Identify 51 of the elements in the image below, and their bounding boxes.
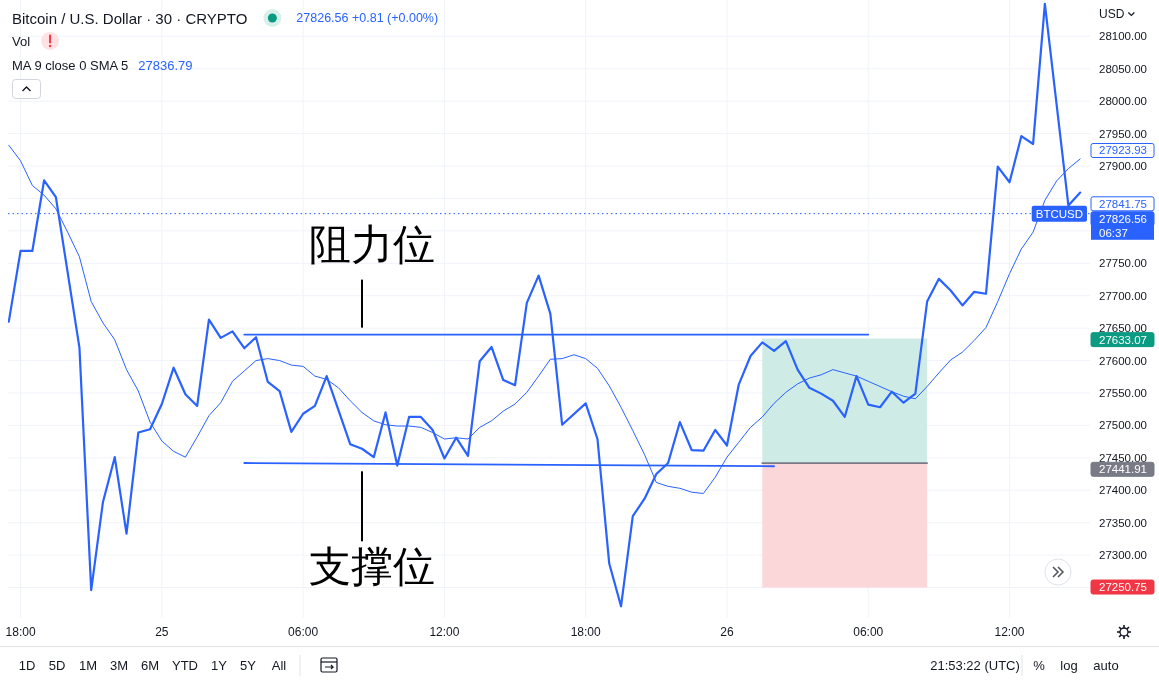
- y-tick-label: 27750.00: [1099, 257, 1147, 270]
- annotation: 5Y: [240, 657, 256, 673]
- y-tick-label: 27400.00: [1099, 484, 1147, 497]
- x-tick-label: 06:00: [853, 625, 884, 639]
- y-tick-label: 27900.00: [1099, 160, 1147, 173]
- y-tick-label: 27650.00: [1099, 322, 1147, 335]
- annotation: 1Y: [211, 657, 227, 673]
- title: Bitcoin / U.S. Dollar · 30 · CRYPTO: [12, 9, 248, 27]
- callout-label: 支撑位: [309, 542, 435, 590]
- y-tick-label: 27300.00: [1099, 549, 1147, 562]
- x-tick-label: 26: [720, 625, 734, 639]
- x-tick-label: 06:00: [288, 625, 319, 639]
- ref-line-label: BTCUSD: [1035, 207, 1083, 220]
- annotation: 6M: [140, 657, 160, 673]
- y-tick-label: 27350.00: [1099, 516, 1147, 529]
- annotation: 27836.79: [138, 57, 193, 73]
- annotation: 27826.56 +0.81 (+0.00%): [296, 11, 439, 25]
- y-tick-label: 27826.56: [1099, 212, 1147, 225]
- annotation: All: [271, 657, 287, 673]
- y-tick-label: 27950.00: [1099, 127, 1147, 140]
- y-tick-label: 27633.07: [1099, 333, 1147, 346]
- y-tick-label: 27923.93: [1099, 144, 1147, 157]
- annotation: log: [1060, 657, 1078, 673]
- annotation: 3M: [109, 657, 129, 673]
- y-tick-label: 27841.75: [1099, 197, 1147, 210]
- x-tick-label: 12:00: [994, 625, 1025, 639]
- y-tick-label: 27600.00: [1099, 354, 1147, 367]
- y-tick-label: 27550.00: [1099, 386, 1147, 399]
- y-tick-label: 28000.00: [1099, 95, 1147, 108]
- annotation: YTD: [172, 657, 198, 673]
- x-tick-label: 18:00: [570, 625, 602, 639]
- x-tick-label: 18:00: [5, 625, 36, 639]
- y-tick-label: 28050.00: [1099, 62, 1147, 75]
- annotation: 21:53:22 (UTC): [930, 657, 1020, 673]
- x-tick-label: 12:00: [429, 625, 460, 639]
- annotation: auto: [1093, 657, 1119, 673]
- y-tick-label: 28100.00: [1099, 30, 1147, 43]
- annotation: %: [1033, 657, 1045, 673]
- annotation: MA 9 close 0 SMA 5: [12, 57, 129, 73]
- y-tick-label: 27500.00: [1099, 419, 1147, 432]
- y-tick-label: 27441.91: [1099, 463, 1147, 476]
- x-tick-label: 25: [155, 625, 169, 639]
- annotation: 5D: [48, 657, 66, 673]
- annotation: 1M: [78, 657, 98, 673]
- y-tick-label: 27250.75: [1099, 581, 1147, 594]
- annotation: USD: [1099, 7, 1125, 21]
- y-tick-label: 27700.00: [1099, 289, 1147, 302]
- annotation: 1D: [18, 657, 36, 673]
- y-tick-label: 27450.00: [1099, 451, 1147, 464]
- callout-label: 阻力位: [309, 221, 435, 269]
- annotation: Vol: [12, 33, 31, 49]
